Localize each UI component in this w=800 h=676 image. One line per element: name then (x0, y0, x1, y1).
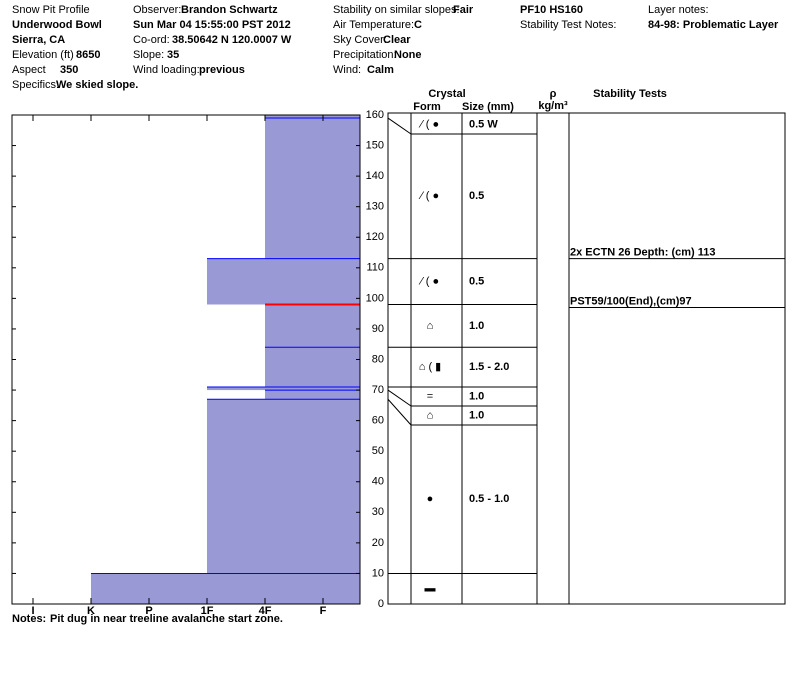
crystal-form: ⌂ ( ▮ (419, 361, 441, 373)
column-header: Form (413, 101, 441, 113)
label: Layer notes: (648, 4, 709, 16)
table-frame (387, 112, 786, 605)
y-tick-label: 30 (372, 506, 384, 518)
crystal-size: 1.0 (469, 320, 484, 332)
value: Clear (383, 34, 411, 46)
column-header: Size (mm) (462, 101, 514, 113)
y-tick-label: 110 (366, 262, 384, 274)
hardness-bar (265, 118, 360, 259)
value: Brandon Schwartz (181, 4, 278, 16)
location: Underwood Bowl (12, 19, 102, 31)
crystal-form: ▬ (425, 583, 436, 595)
column-header: Crystal (428, 88, 465, 100)
notes: Pit dug in near treeline avalanche start… (50, 613, 283, 625)
x-tick-label: I (31, 605, 34, 617)
value: Calm (367, 64, 394, 76)
label: Co-ord: (133, 34, 170, 46)
label: Notes: (12, 613, 47, 625)
label: Specifics: (12, 79, 60, 91)
crystal-size: 0.5 (469, 275, 484, 287)
y-tick-label: 140 (366, 170, 384, 182)
y-tick-label: 70 (372, 384, 384, 396)
crystal-form: ⌂ (427, 320, 434, 332)
hardness-bar (265, 347, 360, 388)
date: Sun Mar 04 15:55:00 PST 2012 (133, 19, 291, 31)
crystal-form: ⁄ ( ● (418, 118, 439, 130)
region: Sierra, CA (12, 34, 66, 46)
crystal-form: ⁄ ( ● (418, 275, 439, 287)
value: 38.50642 N 120.0007 W (172, 34, 292, 46)
label: Wind: (333, 64, 362, 76)
value: 35 (167, 49, 180, 61)
crystal-size: 1.0 (469, 409, 484, 421)
test-label: PST59/100(End),(cm)97 (570, 295, 692, 307)
label: Sky Cover: (333, 34, 387, 46)
crystal-form: = (427, 390, 433, 402)
x-tick-label: P (145, 605, 152, 617)
label: Air Temperature: (333, 19, 415, 31)
label: Aspect (12, 64, 46, 76)
hardness-bar (207, 387, 360, 391)
label: Elevation (ft) (12, 49, 74, 61)
column-header: Stability Tests (593, 88, 667, 100)
y-tick-label: 130 (366, 201, 384, 213)
label: Stability on similar slopes: (333, 4, 460, 16)
value: C (414, 19, 422, 31)
hardness-bar (265, 390, 360, 400)
value: previous (199, 64, 245, 76)
value: 8650 (76, 49, 101, 61)
connector (387, 389, 412, 407)
y-tick-label: 10 (372, 567, 384, 579)
hardness-bar (265, 115, 360, 119)
label: Observer: (133, 4, 182, 16)
connector (387, 117, 412, 135)
crystal-form: ● (427, 493, 434, 505)
x-tick-label: 4F (259, 605, 272, 617)
y-tick-label: 50 (372, 445, 384, 457)
crystal-size: 1.0 (469, 390, 484, 402)
y-tick-label: 60 (372, 415, 384, 427)
column-header: kg/m³ (538, 100, 568, 112)
x-tick-label: 1F (201, 605, 214, 617)
crystal-size: 0.5 W (469, 118, 498, 130)
label: Stability Test Notes: (520, 19, 617, 31)
label: Precipitation: (333, 49, 397, 61)
connector (387, 398, 412, 426)
crystal-size: 0.5 - 1.0 (469, 493, 509, 505)
y-tick-label: 90 (372, 323, 384, 335)
column-header: ρ (550, 88, 557, 100)
value: 350 (60, 64, 79, 76)
y-tick-label: 20 (372, 537, 384, 549)
pit-code: PF10 HS160 (520, 4, 583, 16)
x-tick-label: K (87, 605, 95, 617)
title: Snow Pit Profile (12, 4, 90, 16)
y-tick-label: 150 (366, 139, 384, 151)
x-tick-label: F (320, 605, 327, 617)
y-tick-label: 100 (366, 292, 384, 304)
crystal-form: ⁄ ( ● (418, 190, 439, 202)
crystal-size: 0.5 (469, 190, 484, 202)
test-label: 2x ECTN 26 Depth: (cm) 113 (570, 247, 716, 259)
y-tick-label: 160 (366, 109, 384, 121)
hardness-bar (207, 258, 360, 305)
value: 84-98: Problematic Layer (648, 19, 779, 31)
y-tick-label: 80 (372, 353, 384, 365)
y-tick-label: 0 (378, 598, 384, 610)
y-tick-label: 40 (372, 476, 384, 488)
hardness-bar (265, 304, 360, 348)
label: Slope: (133, 49, 165, 61)
hardness-bar (91, 573, 360, 604)
crystal-form: ⌂ (427, 409, 434, 421)
hardness-bar (207, 399, 360, 574)
label: Wind loading: (133, 64, 200, 76)
value: None (394, 49, 422, 61)
value: We skied slope. (56, 79, 139, 91)
y-tick-label: 120 (366, 231, 384, 243)
crystal-size: 1.5 - 2.0 (469, 361, 509, 373)
value: Fair (453, 4, 474, 16)
